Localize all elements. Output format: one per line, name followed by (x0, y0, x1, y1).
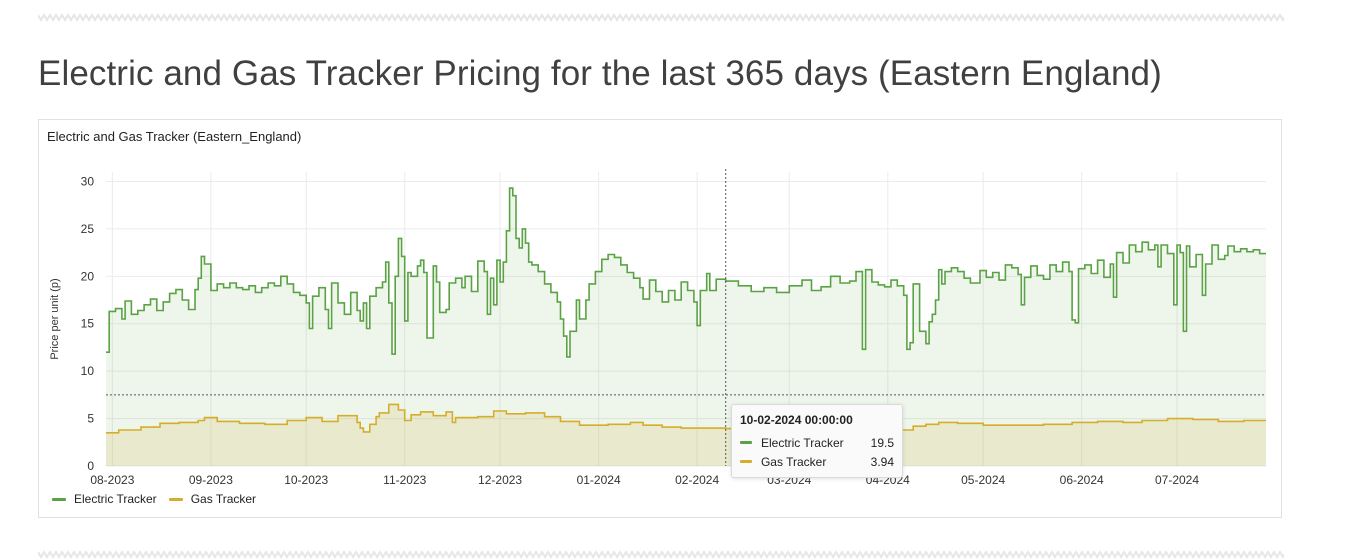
x-tick-label: 09-2023 (189, 473, 233, 487)
series-line-electric (106, 187, 1266, 358)
zigzag-line (38, 13, 1284, 22)
page-title: Electric and Gas Tracker Pricing for the… (38, 54, 1162, 93)
tooltip-gas-swatch (740, 460, 752, 463)
y-axis-label: Price per unit (p) (49, 278, 61, 359)
tooltip-electric-swatch (740, 441, 752, 444)
legend-electric-swatch (52, 497, 66, 501)
y-tick-label: 0 (87, 459, 94, 473)
tooltip-time: 10-02-2024 00:00:00 (740, 413, 853, 427)
x-tick-label: 11-2023 (383, 473, 426, 487)
y-tick-label: 5 (87, 412, 94, 426)
legend-item-gas[interactable]: Gas Tracker (168, 492, 257, 506)
series-area-electric (106, 188, 1266, 466)
series-line-gas (106, 403, 1266, 434)
zigzag-line (38, 550, 1284, 559)
chart-legend: Electric Tracker Gas Tracker (52, 492, 268, 506)
x-tick-label: 10-2023 (284, 473, 328, 487)
y-tick-label: 30 (81, 174, 95, 188)
legend-item-electric[interactable]: Electric Tracker (52, 492, 157, 506)
x-tick-label: 05-2024 (961, 473, 1005, 487)
tooltip-gas-name: Gas Tracker (760, 454, 827, 469)
series-area-gas (106, 404, 1266, 466)
tooltip-gas-value: 3.94 (870, 454, 894, 469)
legend-electric-label: Electric Tracker (74, 492, 157, 506)
chart-panel[interactable]: Electric and Gas Tracker (Eastern_Englan… (38, 119, 1282, 518)
bottom-zigzag-divider (38, 550, 1284, 559)
y-tick-label: 10 (81, 364, 95, 378)
x-tick-label: 12-2023 (478, 473, 522, 487)
y-tick-label: 25 (81, 222, 95, 236)
x-tick-label: 01-2024 (577, 473, 621, 487)
tooltip-row-gas: Gas Tracker 3.94 (740, 452, 894, 471)
y-tick-label: 15 (81, 317, 95, 331)
x-tick-label: 06-2024 (1060, 473, 1104, 487)
tooltip-electric-value: 19.5 (870, 435, 894, 450)
tooltip-row-electric: Electric Tracker 19.5 (740, 433, 894, 452)
line-chart[interactable]: 0 5 10 15 20 25 30 08-2023 09-2023 10-2023 11-2023… (39, 120, 1281, 517)
y-tick-label: 20 (81, 269, 95, 283)
x-tick-label: 08-2023 (90, 473, 134, 487)
x-tick-label: 07-2024 (1155, 473, 1199, 487)
top-zigzag-divider (38, 13, 1284, 22)
tooltip-electric-name: Electric Tracker (760, 435, 844, 450)
legend-gas-swatch (168, 497, 183, 501)
x-tick-label: 02-2024 (675, 473, 719, 487)
chart-tooltip: 10-02-2024 00:00:00 Electric Tracker 19.… (731, 404, 903, 478)
panel-title: Electric and Gas Tracker (Eastern_Englan… (47, 129, 302, 144)
legend-gas-label: Gas Tracker (190, 492, 257, 506)
